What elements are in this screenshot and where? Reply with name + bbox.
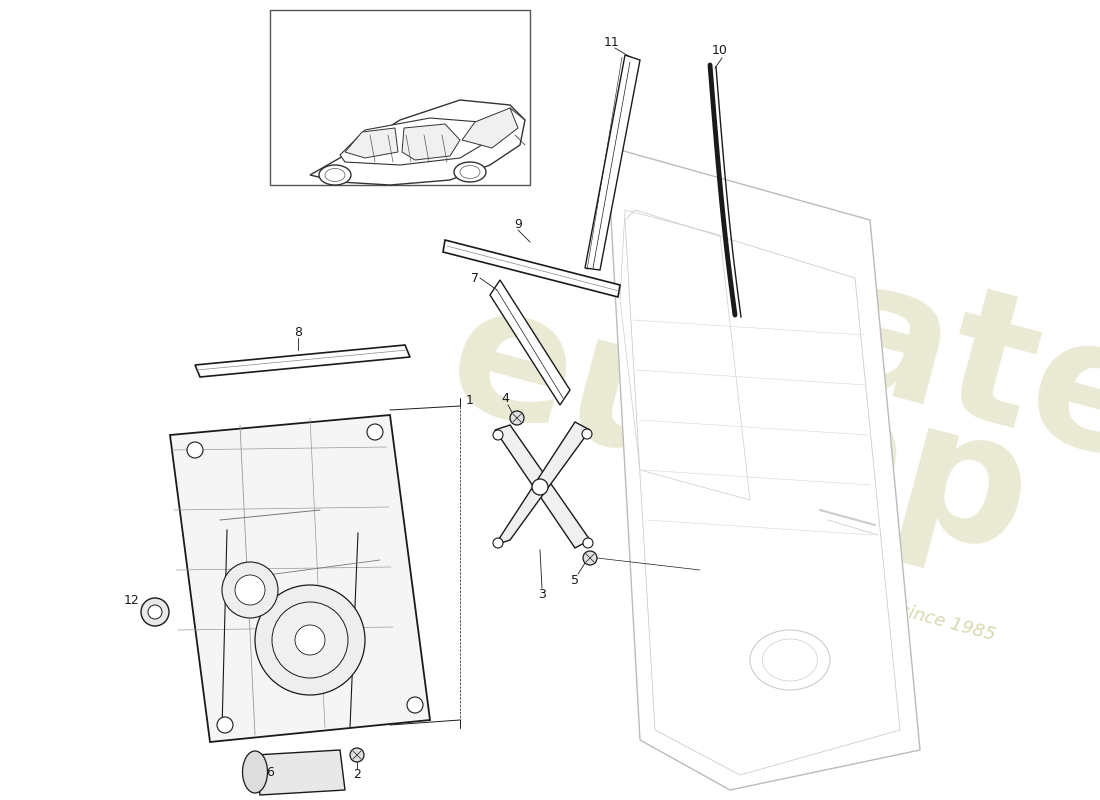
- Ellipse shape: [454, 162, 486, 182]
- Circle shape: [367, 424, 383, 440]
- Polygon shape: [443, 240, 620, 297]
- Circle shape: [148, 605, 162, 619]
- Text: 8: 8: [294, 326, 302, 339]
- Polygon shape: [610, 150, 920, 790]
- Ellipse shape: [242, 751, 267, 793]
- Circle shape: [141, 598, 169, 626]
- Polygon shape: [495, 422, 590, 545]
- Polygon shape: [310, 100, 525, 185]
- Circle shape: [295, 625, 324, 655]
- Circle shape: [235, 575, 265, 605]
- Polygon shape: [462, 108, 518, 148]
- Polygon shape: [345, 128, 398, 158]
- Circle shape: [532, 479, 548, 495]
- Circle shape: [222, 562, 278, 618]
- Circle shape: [583, 551, 597, 565]
- Polygon shape: [195, 345, 410, 377]
- Text: 1: 1: [466, 394, 474, 406]
- Text: 9: 9: [514, 218, 521, 231]
- Ellipse shape: [460, 166, 480, 178]
- Ellipse shape: [324, 169, 345, 182]
- Polygon shape: [495, 425, 590, 548]
- Circle shape: [350, 748, 364, 762]
- Text: 11: 11: [604, 35, 620, 49]
- Text: europ: europ: [430, 268, 1048, 592]
- Text: 12: 12: [124, 594, 140, 606]
- Circle shape: [493, 538, 503, 548]
- Polygon shape: [170, 415, 430, 742]
- Polygon shape: [585, 55, 640, 270]
- Text: 3: 3: [538, 589, 546, 602]
- Circle shape: [217, 717, 233, 733]
- Circle shape: [272, 602, 348, 678]
- Polygon shape: [255, 750, 345, 795]
- Circle shape: [255, 585, 365, 695]
- Text: 2: 2: [353, 769, 361, 782]
- Polygon shape: [490, 280, 570, 405]
- Circle shape: [510, 411, 524, 425]
- Text: 6: 6: [266, 766, 274, 779]
- Circle shape: [583, 538, 593, 548]
- Bar: [270, 10, 530, 185]
- Circle shape: [493, 430, 503, 440]
- Circle shape: [187, 442, 204, 458]
- Ellipse shape: [319, 165, 351, 185]
- Text: lates: lates: [750, 230, 1100, 530]
- Text: 5: 5: [571, 574, 579, 586]
- Text: 4: 4: [502, 391, 509, 405]
- Polygon shape: [402, 124, 460, 160]
- Text: a passion for parts since 1985: a passion for parts since 1985: [730, 556, 998, 644]
- Polygon shape: [340, 118, 490, 165]
- Text: 10: 10: [712, 43, 728, 57]
- Circle shape: [582, 429, 592, 439]
- Text: 7: 7: [471, 271, 478, 285]
- Circle shape: [407, 697, 424, 713]
